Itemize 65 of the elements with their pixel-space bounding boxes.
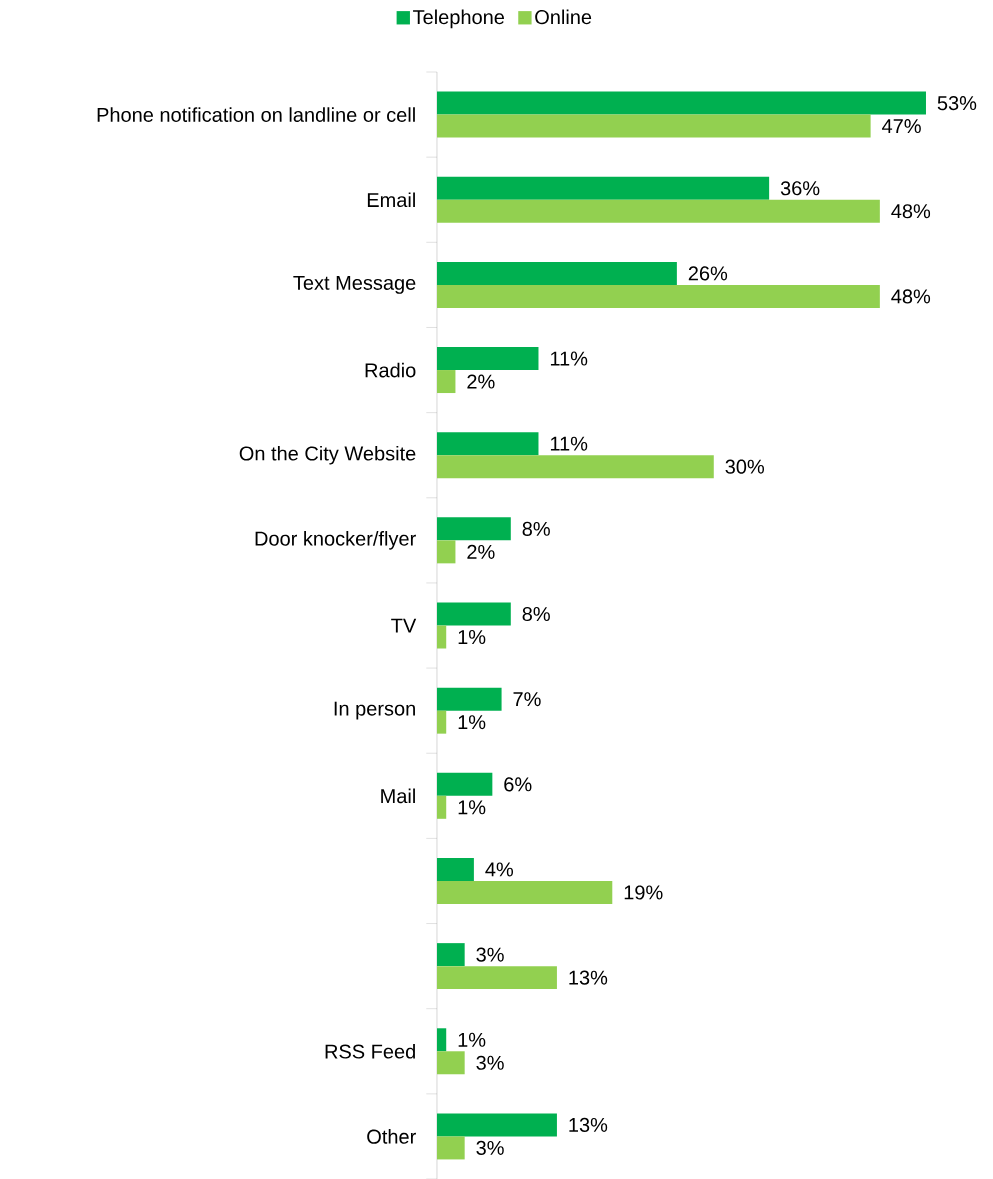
y-tick-label: Email [367, 192, 415, 208]
data-label: 3% [476, 947, 504, 962]
bar [436, 284, 880, 308]
bar [436, 91, 926, 115]
bar [436, 432, 539, 456]
y-tick-label: TV [391, 618, 417, 633]
legend-label: Online [535, 9, 592, 25]
y-tick-label: Text Message [293, 275, 416, 294]
bar [436, 710, 447, 734]
bar [436, 1028, 447, 1052]
bar [436, 687, 502, 711]
data-label: 1% [458, 715, 486, 730]
y-tick-label: Other [367, 1129, 416, 1144]
data-label: 11% [550, 436, 588, 451]
data-label: 48% [891, 204, 931, 219]
bar [436, 1051, 465, 1075]
data-label: 1% [458, 1032, 486, 1047]
y-tick-label: On the City Website [239, 445, 416, 465]
bar [436, 625, 447, 649]
y-tick-label: Mail [381, 788, 415, 804]
bar [436, 772, 493, 796]
legend-label: Telephone [413, 9, 505, 29]
data-label: 36% [780, 181, 820, 196]
bar [436, 199, 880, 223]
bar [436, 455, 714, 479]
y-tick-label: Radio [365, 362, 416, 378]
data-label: 30% [725, 459, 765, 474]
bar [436, 857, 474, 881]
y-tick-label: RSS Feed [325, 1043, 415, 1059]
bar [436, 880, 613, 904]
bar [436, 261, 677, 285]
bar [436, 370, 456, 394]
bar [436, 602, 511, 626]
data-label: 47% [882, 119, 921, 134]
bar [436, 1113, 557, 1137]
data-label: 2% [467, 544, 495, 559]
bar [436, 114, 871, 138]
bar [436, 1136, 465, 1160]
data-label: 6% [504, 777, 532, 792]
data-label: 4% [485, 862, 514, 877]
data-label: 2% [467, 374, 495, 389]
data-label: 1% [458, 800, 486, 815]
data-label: 53% [937, 96, 977, 111]
y-tick-label: In person [334, 701, 415, 720]
data-label: 48% [891, 289, 931, 304]
y-tick-label: Phone notification on landline or cell [97, 107, 415, 122]
bar [436, 347, 539, 371]
data-label: 8% [522, 606, 550, 622]
bar [436, 943, 465, 967]
data-label: 13% [569, 970, 608, 985]
data-label: 7% [513, 692, 541, 707]
bar [436, 966, 557, 990]
data-label: 1% [458, 630, 486, 645]
bar [436, 795, 447, 819]
data-label: 11% [550, 351, 588, 366]
data-label: 26% [688, 266, 728, 281]
y-tick-label: Door knocker/flyer [255, 531, 416, 550]
data-label: 3% [476, 1140, 504, 1155]
bar [436, 517, 511, 541]
data-label: 19% [624, 885, 663, 900]
data-label: 3% [476, 1055, 504, 1070]
data-label: 13% [569, 1117, 608, 1133]
bar [436, 540, 456, 564]
data-label: 8% [522, 521, 550, 536]
bar [436, 176, 770, 200]
